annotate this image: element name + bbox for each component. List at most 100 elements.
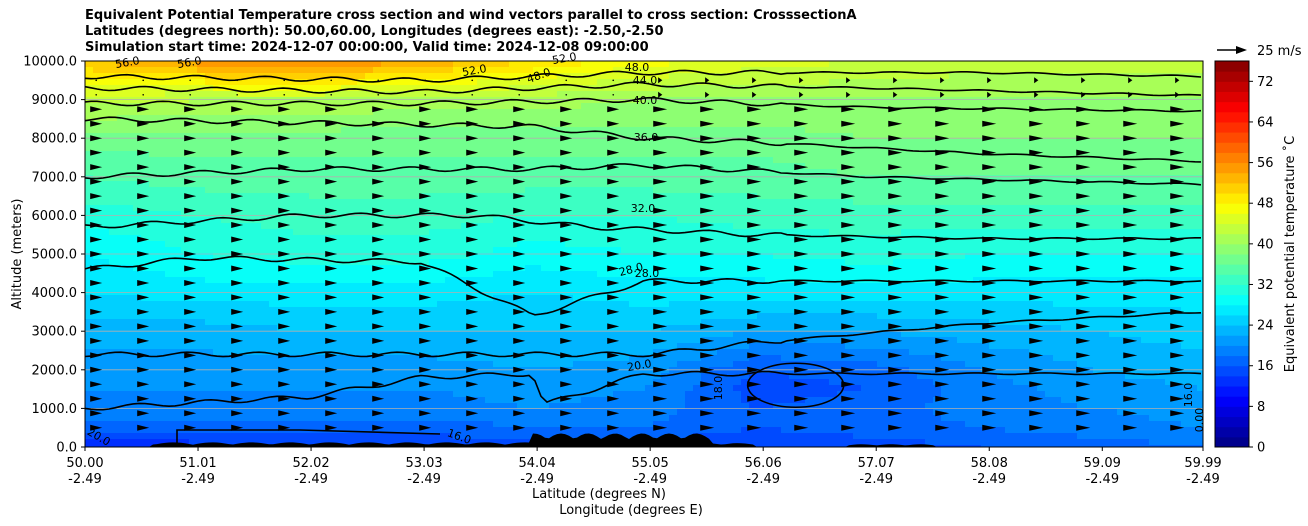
field-cell bbox=[501, 433, 510, 440]
field-cell bbox=[237, 295, 246, 302]
field-cell bbox=[93, 229, 102, 236]
field-cell bbox=[165, 139, 174, 146]
field-cell bbox=[85, 361, 94, 368]
field-cell bbox=[141, 391, 150, 398]
field-cell bbox=[309, 277, 318, 284]
field-cell bbox=[317, 73, 326, 80]
field-cell bbox=[605, 169, 614, 176]
field-cell bbox=[325, 331, 334, 338]
field-cell bbox=[645, 385, 654, 392]
field-cell bbox=[365, 367, 374, 374]
field-cell bbox=[413, 109, 422, 116]
field-cell bbox=[85, 445, 94, 447]
field-cell bbox=[173, 409, 182, 416]
field-cell bbox=[605, 421, 614, 428]
field-cell bbox=[245, 193, 254, 200]
field-cell bbox=[197, 169, 206, 176]
field-cell bbox=[213, 145, 222, 152]
field-cell bbox=[365, 415, 374, 422]
field-cell bbox=[85, 91, 94, 98]
field-cell bbox=[509, 145, 518, 152]
field-cell bbox=[269, 139, 278, 146]
field-cell bbox=[277, 67, 286, 74]
field-cell bbox=[389, 379, 398, 386]
field-cell bbox=[597, 379, 606, 386]
field-cell bbox=[157, 385, 166, 392]
field-cell bbox=[661, 283, 670, 290]
field-cell bbox=[397, 373, 406, 380]
field-cell bbox=[101, 259, 110, 266]
field-cell bbox=[525, 79, 534, 86]
field-cell bbox=[637, 385, 646, 392]
field-cell bbox=[445, 301, 454, 308]
field-cell bbox=[229, 97, 238, 104]
field-cell bbox=[213, 277, 222, 284]
field-cell bbox=[605, 361, 614, 368]
field-cell bbox=[101, 229, 110, 236]
field-cell bbox=[693, 85, 702, 92]
field-cell bbox=[605, 391, 614, 398]
field-cell bbox=[629, 205, 638, 212]
field-cell bbox=[85, 223, 94, 230]
field-cell bbox=[325, 259, 334, 266]
field-cell bbox=[485, 319, 494, 326]
field-cell bbox=[549, 415, 558, 422]
field-cell bbox=[445, 421, 454, 428]
field-cell bbox=[189, 133, 198, 140]
field-cell bbox=[605, 73, 614, 80]
field-cell bbox=[517, 271, 526, 278]
field-cell bbox=[669, 199, 678, 206]
field-cell bbox=[693, 199, 702, 206]
field-cell bbox=[165, 217, 174, 224]
field-cell bbox=[677, 253, 686, 260]
field-cell bbox=[669, 91, 678, 98]
field-cell bbox=[165, 97, 174, 104]
field-cell bbox=[93, 91, 102, 98]
field-cell bbox=[357, 115, 366, 122]
field-cell bbox=[109, 193, 118, 200]
field-cell bbox=[181, 85, 190, 92]
field-cell bbox=[453, 325, 462, 332]
field-cell bbox=[373, 199, 382, 206]
field-cell bbox=[517, 61, 526, 68]
field-cell bbox=[309, 391, 318, 398]
field-cell bbox=[661, 271, 670, 278]
field-cell bbox=[533, 247, 542, 254]
field-cell bbox=[229, 361, 238, 368]
field-cell bbox=[605, 331, 614, 338]
field-cell bbox=[245, 319, 254, 326]
field-cell bbox=[269, 391, 278, 398]
field-cell bbox=[677, 397, 686, 404]
field-cell bbox=[565, 283, 574, 290]
field-cell bbox=[493, 223, 502, 230]
field-cell bbox=[565, 397, 574, 404]
field-cell bbox=[405, 133, 414, 140]
field-cell bbox=[309, 127, 318, 134]
field-cell bbox=[317, 109, 326, 116]
field-cell bbox=[453, 433, 462, 440]
field-cell bbox=[213, 91, 222, 98]
field-cell bbox=[509, 109, 518, 116]
field-cell bbox=[581, 283, 590, 290]
field-cell bbox=[685, 409, 694, 416]
field-cell bbox=[245, 409, 254, 416]
field-cell bbox=[685, 139, 694, 146]
field-cell bbox=[469, 61, 478, 68]
field-cell bbox=[373, 175, 382, 182]
field-cell bbox=[397, 169, 406, 176]
field-cell bbox=[205, 187, 214, 194]
field-cell bbox=[165, 313, 174, 320]
field-cell bbox=[445, 409, 454, 416]
field-cell bbox=[437, 349, 446, 356]
field-cell bbox=[117, 217, 126, 224]
field-cell bbox=[565, 409, 574, 416]
field-cell bbox=[285, 337, 294, 344]
field-cell bbox=[261, 259, 270, 266]
field-cell bbox=[589, 109, 598, 116]
field-cell bbox=[365, 73, 374, 80]
field-cell bbox=[213, 433, 222, 440]
field-cell bbox=[125, 427, 134, 434]
field-cell bbox=[541, 307, 550, 314]
field-cell bbox=[349, 277, 358, 284]
field-cell bbox=[165, 337, 174, 344]
